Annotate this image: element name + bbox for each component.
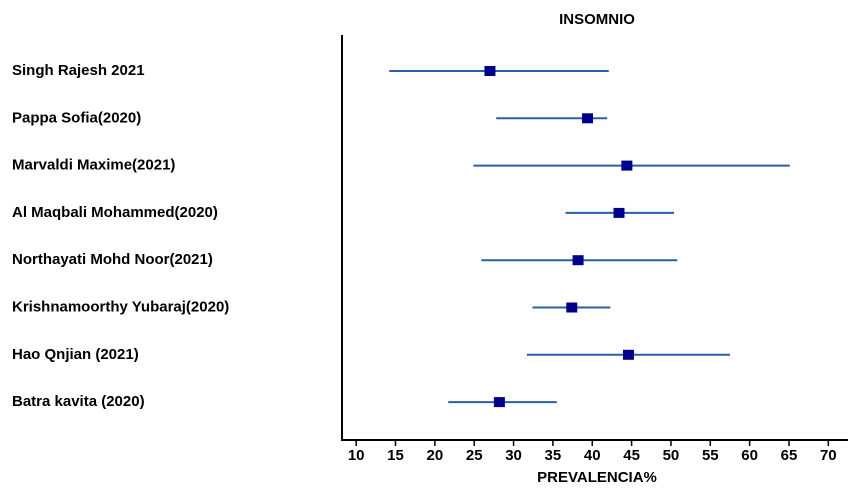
- study-label: Hao Qnjian (2021): [12, 346, 139, 363]
- study-label: Al Maqbali Mohammed(2020): [12, 204, 218, 221]
- study-label: Krishnamoorthy Yubaraj(2020): [12, 298, 229, 315]
- study-label: Batra kavita (2020): [12, 393, 145, 410]
- point-estimate: [572, 255, 584, 266]
- x-tick-label: 65: [781, 447, 798, 464]
- study-label: Pappa Sofia(2020): [12, 109, 141, 126]
- x-tick-label: 40: [584, 447, 601, 464]
- point-estimate: [621, 160, 633, 171]
- x-tick-label: 50: [663, 447, 680, 464]
- x-tick-label: 60: [741, 447, 758, 464]
- chart-title: INSOMNIO: [559, 11, 635, 28]
- study-label: Northayati Mohd Noor(2021): [12, 251, 213, 268]
- x-tick-label: 15: [387, 447, 404, 464]
- x-tick-label: 70: [820, 447, 837, 464]
- x-tick-label: 20: [427, 447, 444, 464]
- x-tick-label: 45: [623, 447, 640, 464]
- point-estimate: [622, 349, 634, 360]
- study-label: Marvaldi Maxime(2021): [12, 157, 175, 174]
- x-tick-label: 25: [466, 447, 483, 464]
- point-estimate: [582, 113, 594, 124]
- point-estimate: [566, 302, 578, 313]
- x-tick-label: 10: [348, 447, 365, 464]
- x-axis-label: PREVALENCIA%: [537, 469, 657, 486]
- study-label: Singh Rajesh 2021: [12, 62, 145, 79]
- point-estimate: [493, 397, 505, 408]
- point-estimate: [484, 66, 496, 76]
- point-estimate: [613, 207, 625, 218]
- x-tick-label: 55: [702, 447, 719, 464]
- x-tick-label: 35: [545, 447, 562, 464]
- x-tick-label: 30: [505, 447, 522, 464]
